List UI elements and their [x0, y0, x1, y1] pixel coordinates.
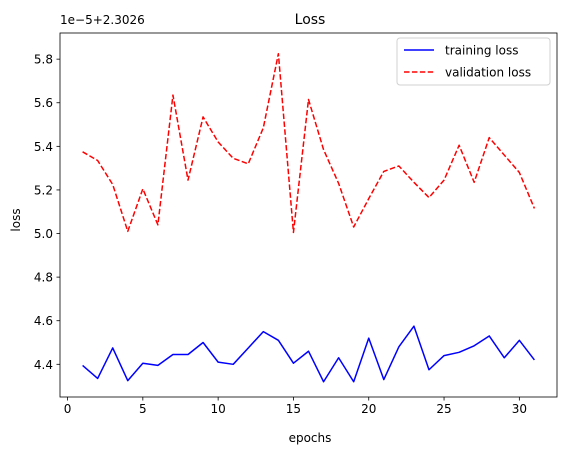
x-tick-label: 10 — [210, 402, 225, 416]
y-tick-label: 4.6 — [34, 314, 53, 328]
plot-frame — [59, 32, 558, 398]
x-tick-label: 25 — [436, 402, 451, 416]
y-axis-label: loss — [9, 208, 23, 231]
x-tick-label: 0 — [64, 402, 72, 416]
x-tick-label: 15 — [286, 402, 301, 416]
series-line-validation-loss — [82, 52, 536, 234]
legend-label: training loss — [445, 44, 518, 58]
x-tick-label: 30 — [512, 402, 527, 416]
plot-area — [60, 33, 557, 397]
x-tick-label: 20 — [361, 402, 376, 416]
series-line-training-loss — [82, 325, 536, 383]
y-offset-label: 1e−5+2.3026 — [60, 13, 145, 27]
chart-title: Loss — [295, 12, 326, 28]
legend: training loss validation loss — [396, 37, 551, 86]
x-axis-label: epochs — [289, 431, 332, 445]
y-tick-label: 5.4 — [34, 140, 53, 154]
x-tick-label: 5 — [139, 402, 147, 416]
series-layer — [82, 52, 536, 383]
y-tick-label: 5.8 — [34, 53, 53, 67]
legend-label: validation loss — [445, 66, 531, 80]
y-tick-label: 5.6 — [34, 96, 53, 110]
y-tick-label: 5.0 — [34, 227, 53, 241]
axes-layer: 0 5 10 15 20 25 30 4.4 4.6 4.8 5.0 5.2 5.4 5.6 5.8 — [34, 32, 558, 416]
y-tick-label: 4.8 — [34, 271, 53, 285]
y-tick-label: 5.2 — [34, 183, 53, 197]
legend-frame — [396, 37, 551, 86]
plot-background — [60, 33, 557, 397]
y-tick-label: 4.4 — [34, 358, 53, 372]
